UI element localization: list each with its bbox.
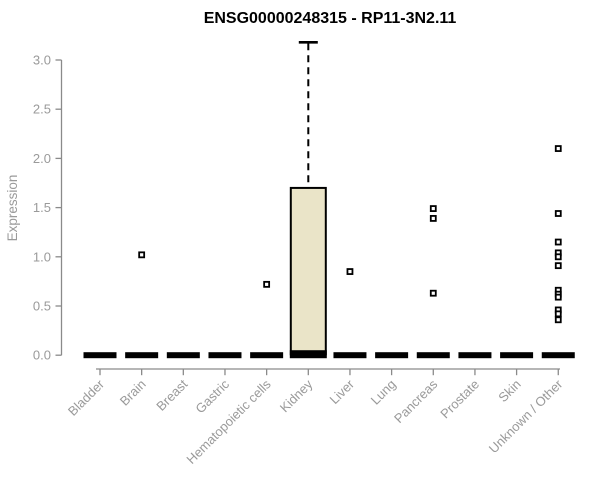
y-tick-label: 0.5 — [33, 299, 51, 314]
outlier-point — [429, 215, 437, 222]
outlier-point — [554, 293, 562, 301]
median-bar — [125, 352, 159, 359]
outlier-point — [554, 316, 562, 324]
outlier-point — [346, 268, 354, 275]
median-bar — [500, 352, 534, 359]
x-category-label: Liver — [327, 376, 358, 407]
chart-title: ENSG00000248315 - RP11-3N2.11 — [204, 10, 457, 27]
y-tick-label: 2.0 — [33, 151, 51, 166]
y-tick-label: 3.0 — [33, 53, 51, 68]
outlier-point — [554, 238, 562, 246]
outlier-point — [554, 210, 562, 217]
x-category-label: Unknown / Other — [486, 376, 566, 456]
median-bar — [375, 352, 409, 359]
x-category-label: Breast — [153, 376, 190, 413]
y-axis-title: Expression — [5, 175, 20, 242]
outlier-point — [554, 145, 562, 152]
y-tick-label: 2.5 — [33, 102, 51, 117]
median-bar — [333, 352, 367, 359]
median-bar — [208, 352, 242, 359]
x-category-label: Brain — [117, 377, 149, 409]
y-tick-label: 1.0 — [33, 249, 51, 264]
y-tick-label: 1.5 — [33, 200, 51, 215]
outlier-point — [138, 251, 146, 259]
x-category-label: Skin — [495, 377, 523, 405]
x-category-label: Pancreas — [391, 376, 441, 426]
outlier-point — [429, 205, 437, 212]
outlier-point — [263, 280, 271, 288]
median-bar — [541, 352, 575, 359]
plot-elements: 0.0 0.5 1.0 1.5 2.0 2.5 3.0 Bladder Brain Breast G… — [33, 40, 575, 467]
x-category-label: Bladder — [65, 376, 108, 419]
median-bar — [289, 350, 327, 359]
median-bar — [166, 352, 200, 359]
median-bar — [83, 352, 117, 359]
median-bar — [416, 352, 450, 359]
median-bar — [458, 352, 492, 359]
y-tick-label: 0.0 — [33, 348, 51, 363]
box — [289, 186, 327, 356]
outlier-point — [554, 262, 562, 270]
x-category-label: Prostate — [437, 377, 482, 422]
median-bar — [250, 352, 284, 359]
x-category-label: Gastric — [192, 376, 232, 416]
outlier-point — [429, 289, 437, 297]
x-category-label: Lung — [368, 377, 399, 408]
x-category-label: Kidney — [277, 376, 316, 415]
outlier-point — [554, 253, 562, 261]
outlier-point — [554, 310, 562, 318]
